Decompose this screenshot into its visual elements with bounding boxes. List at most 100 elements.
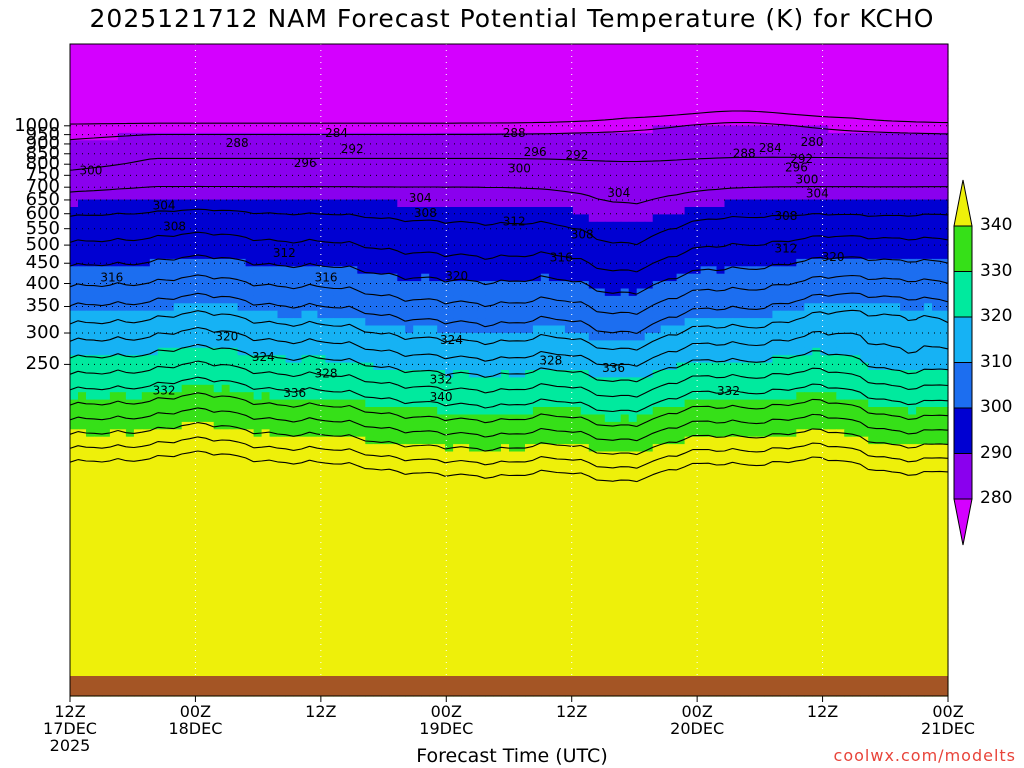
- y-tick-label: 350: [25, 295, 60, 317]
- contour-label: 320: [215, 329, 238, 343]
- contour-label: 296: [524, 145, 547, 159]
- contour-line-340: [69, 422, 949, 456]
- contour-label: 288: [226, 136, 249, 150]
- contour-line-308: [69, 292, 949, 334]
- contour-label: 316: [100, 271, 123, 285]
- contour-line-348: [69, 450, 949, 483]
- x-axis-label: Forecast Time (UTC): [416, 745, 608, 767]
- contour-line-328: [69, 376, 949, 413]
- y-tick-label: 400: [25, 272, 60, 294]
- x-tick-label: 00Z: [932, 702, 964, 721]
- contour-line-344: [69, 436, 949, 469]
- contour-line-336: [69, 407, 949, 442]
- contour-label: 320: [445, 269, 468, 283]
- x-tick-label: 21DEC: [921, 719, 975, 738]
- contour-label: 336: [283, 386, 306, 400]
- colorbar-label: 310: [980, 351, 1013, 372]
- contour-label: 328: [539, 353, 562, 367]
- contour-line-320: [69, 343, 949, 383]
- contour-label: 292: [341, 142, 364, 156]
- x-tick-label: 17DEC: [43, 719, 97, 738]
- contour-label: 308: [571, 227, 594, 241]
- colorbar-cap-top: [953, 179, 973, 227]
- contour-label: 284: [759, 141, 782, 155]
- y-tick-label: 900: [25, 132, 60, 154]
- x-tick-label: 12Z: [54, 702, 86, 721]
- y-tick-label: 1000: [14, 114, 60, 136]
- contour-line-284: [69, 156, 948, 171]
- contour-label: 316: [550, 251, 573, 265]
- y-tick-label: 250: [25, 353, 60, 375]
- x-tick-label: 18DEC: [168, 719, 223, 738]
- y-tick-label: 650: [25, 188, 60, 210]
- colorbar-label: 280: [980, 488, 1013, 508]
- y-tick-label: 600: [25, 202, 60, 224]
- colorbar-label: 340: [980, 215, 1013, 235]
- chart-title: 2025121712 NAM Forecast Potential Temper…: [89, 4, 935, 33]
- contour-label: 288: [503, 126, 526, 140]
- contour-label: 340: [430, 390, 453, 404]
- contour-label: 332: [717, 384, 740, 398]
- contour-label: 304: [607, 186, 630, 200]
- x-tick-label: 2025: [49, 736, 91, 755]
- contour-label: 292: [790, 152, 813, 166]
- contour-label: 292: [565, 148, 588, 162]
- contour-line-324: [69, 360, 949, 398]
- y-tick-label: 850: [25, 142, 60, 164]
- y-tick-label: 450: [25, 252, 60, 274]
- contour-label: 324: [440, 333, 463, 347]
- x-tick-label: 00Z: [179, 702, 212, 721]
- contour-label: 300: [79, 163, 102, 177]
- contour-label: 336: [602, 361, 625, 375]
- y-tick-label: 800: [25, 153, 60, 175]
- x-tick-label: 00Z: [681, 702, 713, 721]
- colorbar-label: 330: [980, 260, 1013, 281]
- x-tick-label: 19DEC: [419, 719, 474, 738]
- contour-label: 300: [795, 172, 818, 186]
- contour-line-300: [69, 254, 949, 295]
- y-tick-label: 500: [25, 234, 60, 256]
- color-fill-layer: [70, 44, 949, 697]
- y-tick-label: 950: [25, 123, 60, 145]
- x-tick-label: 20DEC: [670, 719, 725, 738]
- contour-label: 312: [503, 215, 526, 229]
- contour-label: 280: [801, 135, 824, 149]
- colorbar-segment: [953, 453, 973, 500]
- contour-line-292: [69, 208, 949, 246]
- x-tick-label: 12Z: [806, 702, 839, 721]
- ground-surface: [70, 676, 948, 696]
- contour-line-316: [69, 326, 949, 367]
- contour-label: 284: [325, 126, 348, 140]
- colorbar-label: 290: [980, 442, 1013, 463]
- y-tick-label: 300: [25, 322, 60, 344]
- contour-label: 308: [414, 206, 437, 220]
- contour-line-304: [69, 274, 949, 315]
- y-tick-label: 550: [25, 217, 60, 239]
- contour-label: 296: [294, 156, 317, 170]
- x-tick-label: 12Z: [556, 702, 588, 721]
- source-credit: coolwx.com/modelts: [833, 746, 1016, 765]
- contour-line-280: [69, 121, 949, 141]
- colorbar-cap-bottom: [953, 498, 973, 546]
- colorbar-segment: [953, 316, 973, 363]
- contour-line-276: [69, 110, 949, 125]
- contour-label: 316: [315, 271, 338, 285]
- contour-label: 300: [508, 162, 531, 176]
- plot-frame: [69, 43, 949, 697]
- colorbar-segment: [953, 225, 973, 272]
- contour-label: 304: [806, 186, 829, 200]
- colorbar-segment: [953, 407, 973, 454]
- contour-label: 288: [733, 146, 756, 160]
- contour-label: 312: [273, 246, 296, 260]
- contour-line-332: [69, 392, 949, 428]
- colorbar-segment: [953, 362, 973, 409]
- contour-label: 328: [315, 367, 338, 381]
- contour-label-layer: 332 336 340 332 328 328 336 332 324 324 320 316 316 3…: [79, 126, 844, 404]
- contour-label: 296: [785, 160, 808, 174]
- contour-label: 332: [153, 383, 176, 397]
- contour-label: 308: [163, 220, 186, 234]
- contour-label: 324: [252, 350, 275, 364]
- x-tick-label: 12Z: [305, 702, 337, 721]
- colorbar-label: 320: [980, 306, 1013, 326]
